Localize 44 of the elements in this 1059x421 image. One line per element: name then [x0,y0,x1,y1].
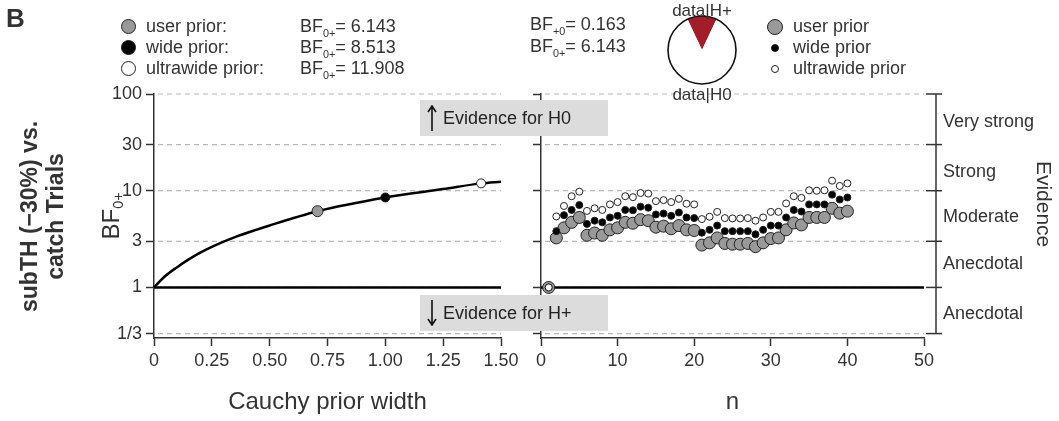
legend-label: user prior: [146,16,228,37]
legend-label: wide prior [793,37,872,58]
text: Anecdotal [943,253,1024,274]
text: BF$_{0+}$= 8.513 [300,37,396,60]
y-tick-label: 100 [111,82,142,103]
legend-label: wide prior: [146,37,230,58]
text: Anecdotal [943,303,1024,324]
text: Strong [943,161,997,182]
x-tick-label: 50 [913,349,935,370]
x-tick-label: 40 [837,349,858,370]
text: Moderate [943,206,1020,227]
x-tick-label: 0.50 [252,349,288,370]
x-axis-title: n [725,387,740,415]
legend-label: user prior [793,16,870,37]
x-tick-label: 20 [684,349,705,370]
y-tick-label: 30 [121,133,142,154]
annotation: Evidence for H+ [443,302,572,324]
x-tick-label: 30 [760,349,781,370]
x-tick-label: 0.25 [194,349,230,370]
text: Very strong [943,111,1035,132]
text: BF$_{0+}$= 11.908 [300,58,405,83]
x-tick-label: 0 [535,349,547,370]
legend-label: ultrawide prior [793,58,907,79]
text: BF$_{0+}$= 6.143 [530,36,626,61]
text: BF$_{0+}$= 6.143 [300,16,396,39]
legend-label: ultrawide prior: [146,58,265,79]
y-tick-label: 1 [131,276,142,297]
x-tick-label: 1.00 [367,349,403,370]
annotation: Evidence for H0 [443,107,572,129]
y-tick-label: 3 [131,230,142,251]
slice-label: data|H0 [671,84,733,105]
y-tick-label: 10 [121,179,142,200]
x-tick-label: 0 [148,349,160,370]
text: subTH (−30%) vs. catch Trials [15,119,69,314]
text: BF$_{+0}$= 0.163 [530,14,626,37]
x-tick-label: 1.50 [483,349,519,370]
x-tick-label: 1.25 [425,349,461,370]
text: B [6,3,25,34]
x-axis-title: Cauchy prior width [228,387,427,415]
x-tick-label: 0.75 [309,349,346,370]
slice-label: data|H+ [671,0,733,21]
text: Evidence [1032,159,1057,250]
y-tick-label: 1/3 [116,322,142,343]
x-tick-label: 10 [607,349,628,370]
